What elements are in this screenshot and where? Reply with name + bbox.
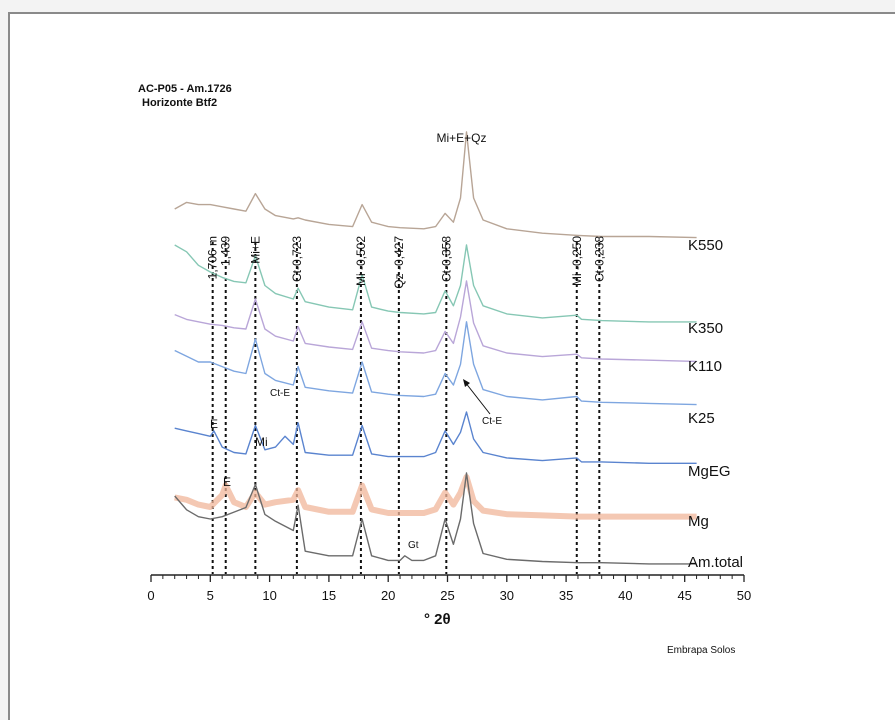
series-label-mgeg: MgEG	[688, 463, 731, 480]
series-label-k110: K110	[688, 358, 722, 375]
annotation-gt: Gt	[408, 540, 419, 551]
annotation-mi: Mi	[255, 435, 268, 449]
peak-labels: 1,706 m 1,439 Mi+E Ct-0,723 Mi -0,502 Qz -0,4…	[206, 131, 607, 289]
peak-guides	[211, 242, 601, 574]
chart-title-line-2: Horizonte Btf2	[142, 97, 217, 109]
trace-k110	[174, 280, 697, 363]
x-tick-label-5: 5	[207, 588, 214, 603]
peak-label-9: Ct-0,238	[592, 236, 606, 282]
trace-mg	[174, 474, 697, 520]
annotations: E E Mi Ct-E Ct-E Gt	[210, 379, 502, 551]
annotation-ct-e-right: Ct-E	[482, 416, 502, 427]
x-tick-label-25: 25	[440, 588, 454, 603]
series-labels: K550 K350 K110 K25 MgEG Mg Am.total	[688, 237, 743, 571]
chart-title: AC-P05 - Am.1726 Horizonte Btf2	[138, 83, 232, 109]
peak-label-6: Ct-0,358	[439, 236, 453, 282]
peak-label-1: 1,439	[219, 236, 233, 266]
credit-text: Embrapa Solos	[667, 645, 735, 656]
x-tick-label-15: 15	[322, 588, 336, 603]
trace-k350	[174, 244, 697, 323]
annotation-arrow-head	[463, 379, 470, 387]
peak-label-4: Mi -0,502	[354, 236, 368, 286]
peak-label-3: Ct-0,723	[290, 236, 304, 282]
x-tick-label-30: 30	[500, 588, 514, 603]
peak-label-5: Qz -0,427	[392, 236, 406, 289]
x-tick-label-40: 40	[618, 588, 632, 603]
x-axis: 0 5 10 15 20 25 30 35 40 45 50	[147, 574, 751, 603]
trace-am-total	[174, 472, 697, 565]
x-tick-label-50: 50	[737, 588, 751, 603]
trace-k25	[174, 321, 697, 406]
x-tick-label-10: 10	[262, 588, 276, 603]
peak-label-0: 1,706 m	[206, 236, 220, 279]
trace-k550	[174, 131, 697, 239]
series-label-mg: Mg	[688, 513, 709, 530]
annotation-e-lower: E	[223, 475, 231, 489]
x-tick-label-20: 20	[381, 588, 395, 603]
x-tick-label-35: 35	[559, 588, 573, 603]
series-label-k550: K550	[688, 237, 723, 254]
series-label-k350: K350	[688, 320, 723, 337]
series-label-k25: K25	[688, 410, 715, 427]
peak-label-7: Mi+E+Qz	[436, 131, 486, 145]
annotation-e-upper: E	[210, 417, 218, 431]
chart-title-line-1: AC-P05 - Am.1726	[138, 83, 232, 95]
x-axis-label: ° 2θ	[424, 611, 451, 628]
annotation-ct-e-left: Ct-E	[270, 388, 290, 399]
series-label-am-total: Am.total	[688, 554, 743, 571]
annotation-arrow-line	[464, 381, 491, 415]
peak-label-2: Mi+E	[248, 236, 262, 264]
x-tick-label-0: 0	[147, 588, 154, 603]
x-tick-label-45: 45	[677, 588, 691, 603]
trace-mgeg	[174, 411, 697, 464]
series-traces	[174, 131, 697, 565]
peak-label-8: Mi -0,250	[570, 236, 584, 286]
